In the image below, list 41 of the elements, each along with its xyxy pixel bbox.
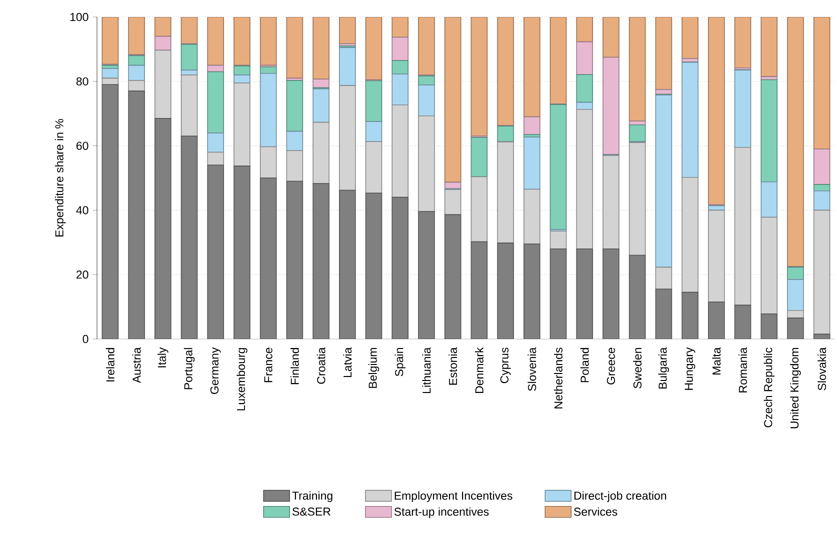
y-tick-label: 80 xyxy=(76,77,88,86)
y-tick-label: 0 xyxy=(82,334,88,344)
legend-label: Services xyxy=(574,507,618,516)
y-tick-label: 20 xyxy=(76,270,88,279)
x-tick-label: Slovenia xyxy=(528,347,536,391)
x-tick-label: Malta xyxy=(712,347,721,374)
x-tick-label: Finland xyxy=(290,348,299,384)
x-tick-label: Poland xyxy=(580,348,589,382)
x-tick-label: Austria xyxy=(132,347,141,384)
x-tick-label: Ireland xyxy=(106,348,114,382)
legend-label: Start-up incentives xyxy=(394,507,489,518)
x-tick-label: Greece xyxy=(606,348,616,384)
x-tick-label: Czech Republic xyxy=(764,348,774,428)
x-tick-label: France xyxy=(264,348,272,382)
x-tick-label: Lithuania xyxy=(422,347,431,394)
x-tick-label: Portugal xyxy=(184,348,195,390)
y-tick-label: 60 xyxy=(76,142,88,150)
y-tick-label: 40 xyxy=(76,206,88,214)
y-axis-title: Expenditure share in % xyxy=(54,118,66,237)
legend-label: Training xyxy=(292,491,332,502)
x-tick-label: Slovakia xyxy=(818,347,826,390)
x-tick-label: United Kingdom xyxy=(790,348,801,428)
x-tick-label: Bulgaria xyxy=(658,347,670,389)
x-tick-label: Sweden xyxy=(633,348,642,388)
x-tick-label: Cyprus xyxy=(500,348,511,384)
x-tick-label: Estonia xyxy=(448,347,458,385)
x-tick-label: Germany xyxy=(210,347,221,394)
x-tick-label: Croatia xyxy=(316,347,326,384)
x-tick-label: Spain xyxy=(394,348,406,376)
legend-label: Employment Incentives xyxy=(394,491,512,502)
x-tick-label: Latvia xyxy=(343,347,352,378)
legend-label: S&SER xyxy=(292,508,330,516)
x-tick-label: Denmark xyxy=(474,347,484,393)
legend-label: Direct-job creation xyxy=(574,491,666,502)
x-tick-label: Romania xyxy=(738,347,747,392)
x-tick-label: Hungary xyxy=(684,347,696,390)
x-tick-label: Netherlands xyxy=(554,348,562,408)
x-tick-label: Belgium xyxy=(368,348,380,388)
x-tick-label: Luxembourg xyxy=(236,348,248,410)
y-tick-label: 100 xyxy=(70,12,88,22)
x-tick-label: Italy xyxy=(158,347,168,368)
